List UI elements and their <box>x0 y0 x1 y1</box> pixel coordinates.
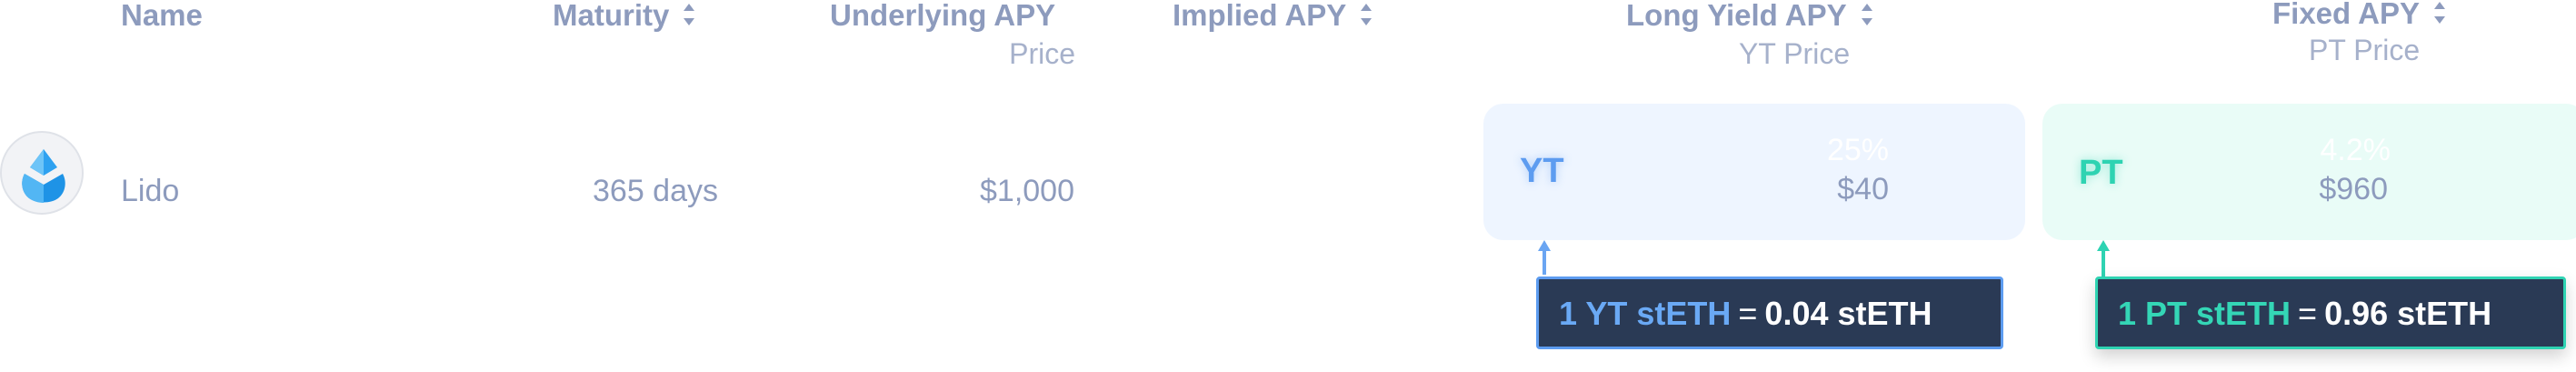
pt-price: $960 <box>2319 172 2388 206</box>
lido-avatar <box>0 131 84 215</box>
column-header-long-yield-apy[interactable]: Long Yield APY <box>1626 0 1874 33</box>
pt-pointer-arrow-icon <box>2097 240 2110 251</box>
column-header-maturity[interactable]: Maturity <box>553 0 696 33</box>
pt-tag: PT <box>2079 154 2123 192</box>
yt-conversion-tooltip: 1 YT stETH = 0.04 stETH <box>1536 276 2003 349</box>
sort-icon[interactable] <box>1359 1 1373 28</box>
pt-tooltip-value: 0.96 stETH <box>2324 295 2492 332</box>
yt-tooltip-value: 0.04 stETH <box>1764 295 1932 332</box>
pt-conversion-tooltip: 1 PT stETH = 0.96 stETH <box>2095 276 2566 349</box>
column-header-name: Name <box>121 0 203 32</box>
column-subheader-pt-price: PT Price <box>2309 34 2421 66</box>
yt-tooltip-token: 1 YT stETH <box>1559 295 1732 332</box>
pt-tooltip-token: 1 PT stETH <box>2118 295 2291 332</box>
yt-tag: YT <box>1520 152 1564 190</box>
yt-pointer-arrow-icon <box>1538 240 1551 251</box>
pt-card[interactable]: PT 4.2% $960 <box>2042 104 2576 240</box>
yt-pointer-line <box>1543 244 1546 275</box>
sort-icon[interactable] <box>1860 1 1874 28</box>
market-name[interactable]: Lido <box>121 174 180 208</box>
lido-drop-icon <box>22 149 65 203</box>
sort-icon[interactable] <box>2432 0 2447 26</box>
pt-apy: 4.2% <box>2320 133 2391 167</box>
column-header-underlying-apy: Underlying APY <box>830 0 1056 32</box>
yt-tooltip-equals: = <box>1738 295 1758 332</box>
yt-price: $40 <box>1837 172 1889 206</box>
column-header-implied-apy[interactable]: Implied APY <box>1173 0 1373 33</box>
underlying-price-value: $1,000 <box>980 174 1074 208</box>
pt-pointer-line <box>2102 244 2105 276</box>
column-subheader-yt-price: YT Price <box>1739 37 1851 70</box>
pt-tooltip-equals: = <box>2298 295 2318 332</box>
column-header-fixed-apy[interactable]: Fixed APY <box>2272 0 2447 31</box>
yt-apy: 25% <box>1826 133 1889 167</box>
maturity-value: 365 days <box>593 174 718 208</box>
yt-card[interactable]: YT 25% $40 <box>1483 104 2025 240</box>
column-subheader-price: Price <box>1009 37 1075 70</box>
sort-icon[interactable] <box>682 1 696 28</box>
